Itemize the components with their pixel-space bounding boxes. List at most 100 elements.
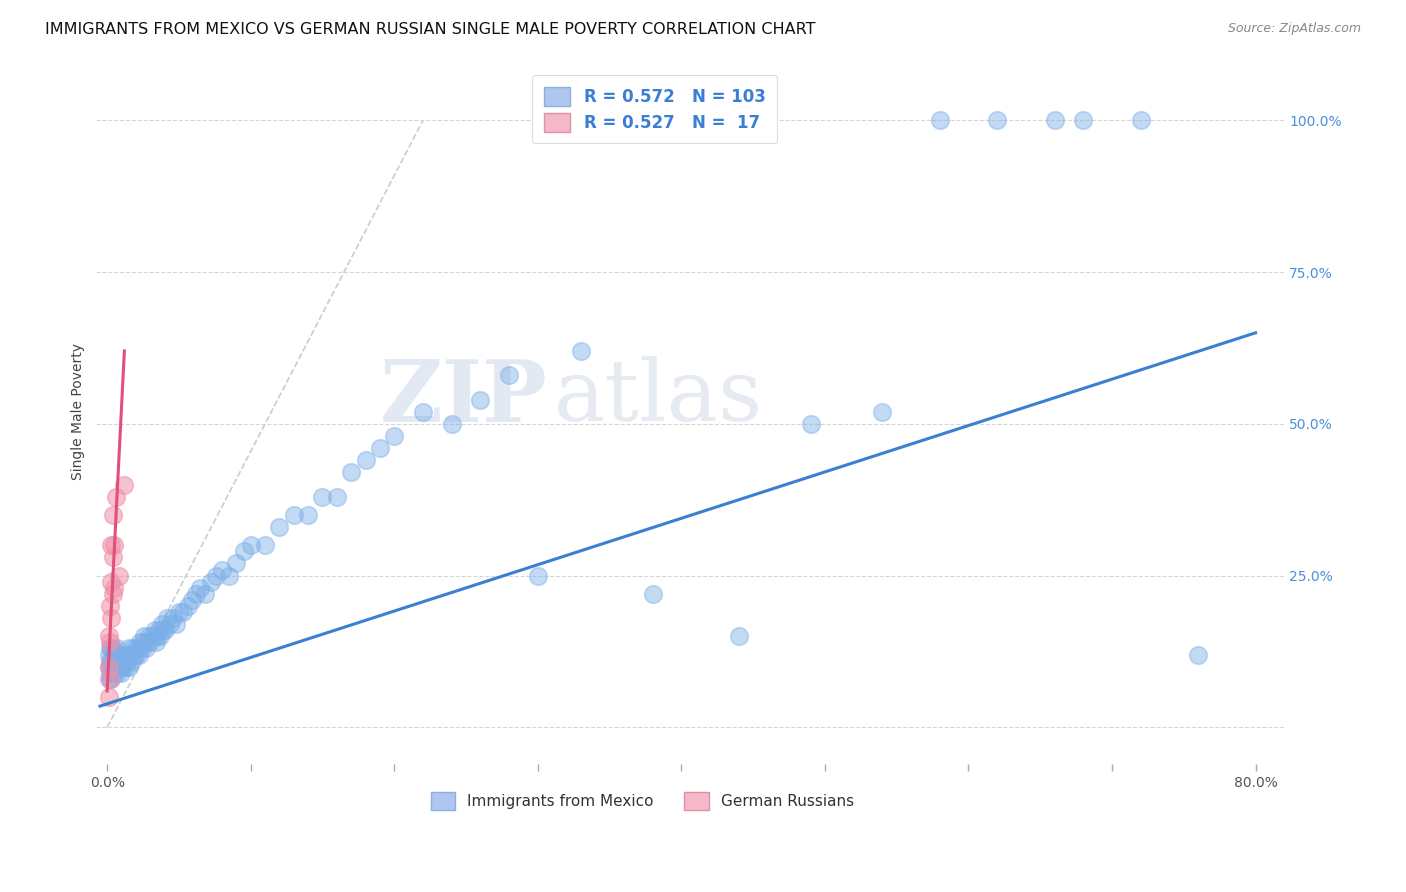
Point (569, 343, 592, 358)
Point (928, 113, 950, 128)
Point (727, 629, 749, 643)
Point (146, 629, 169, 643)
Point (101, 665, 124, 680)
Point (101, 654, 124, 668)
Point (115, 654, 138, 668)
Text: IMMIGRANTS FROM MEXICO VS GERMAN RUSSIAN SINGLE MALE POVERTY CORRELATION CHART: IMMIGRANTS FROM MEXICO VS GERMAN RUSSIAN… (45, 22, 815, 37)
Point (283, 508, 305, 522)
Point (190, 581, 212, 595)
Point (872, 405, 894, 419)
Point (211, 563, 233, 577)
Point (124, 648, 146, 662)
Point (138, 629, 160, 643)
Point (1129, 113, 1152, 128)
Point (110, 654, 132, 668)
Point (100, 641, 122, 656)
Point (100, 611, 122, 625)
Point (97, 659, 120, 673)
Point (98, 654, 121, 668)
Point (1187, 648, 1209, 662)
Point (128, 648, 150, 662)
Point (98, 641, 121, 656)
Point (97, 629, 120, 643)
Point (112, 477, 135, 491)
Point (105, 654, 128, 668)
Point (134, 629, 156, 643)
Point (120, 648, 142, 662)
Point (412, 405, 434, 419)
Point (218, 568, 240, 582)
Y-axis label: Single Male Poverty: Single Male Poverty (72, 343, 86, 480)
Point (101, 587, 124, 601)
Point (162, 611, 184, 625)
Point (118, 641, 141, 656)
Point (205, 568, 228, 582)
Text: atlas: atlas (554, 356, 762, 439)
Point (100, 654, 122, 668)
Text: ZIP: ZIP (380, 356, 547, 440)
Point (225, 557, 247, 571)
Point (97, 672, 120, 686)
Point (101, 550, 124, 565)
Legend: Immigrants from Mexico, German Russians: Immigrants from Mexico, German Russians (425, 786, 860, 816)
Point (97, 648, 120, 662)
Point (132, 635, 155, 649)
Point (112, 654, 135, 668)
Point (122, 641, 145, 656)
Point (104, 490, 127, 504)
Point (97, 690, 120, 704)
Point (194, 587, 217, 601)
Point (150, 617, 173, 632)
Point (129, 635, 152, 649)
Point (297, 508, 319, 522)
Point (440, 417, 463, 431)
Point (311, 490, 333, 504)
Point (326, 490, 349, 504)
Point (186, 587, 208, 601)
Point (149, 629, 172, 643)
Point (107, 568, 129, 582)
Point (118, 659, 141, 673)
Point (269, 520, 291, 534)
Point (127, 641, 149, 656)
Point (148, 624, 170, 638)
Point (159, 617, 181, 632)
Point (111, 648, 134, 662)
Point (103, 654, 125, 668)
Point (382, 429, 405, 443)
Point (103, 665, 125, 680)
Point (498, 368, 520, 383)
Point (104, 648, 127, 662)
Point (153, 624, 176, 638)
Point (105, 665, 128, 680)
Point (100, 659, 122, 673)
Point (111, 659, 134, 673)
Point (97, 659, 120, 673)
Point (354, 453, 377, 467)
Point (135, 641, 157, 656)
Point (527, 568, 550, 582)
Point (101, 641, 124, 656)
Point (114, 648, 136, 662)
Point (98, 665, 121, 680)
Point (641, 587, 664, 601)
Point (108, 648, 131, 662)
Point (200, 574, 222, 589)
Point (156, 611, 179, 625)
Point (110, 665, 132, 680)
Point (104, 659, 127, 673)
Point (103, 538, 125, 552)
Point (107, 648, 129, 662)
Point (100, 538, 122, 552)
Point (139, 635, 162, 649)
Point (340, 466, 363, 480)
Point (152, 624, 174, 638)
Point (103, 648, 125, 662)
Point (142, 629, 165, 643)
Point (105, 641, 128, 656)
Point (131, 641, 153, 656)
Point (254, 538, 277, 552)
Point (145, 635, 167, 649)
Point (114, 659, 136, 673)
Point (108, 659, 131, 673)
